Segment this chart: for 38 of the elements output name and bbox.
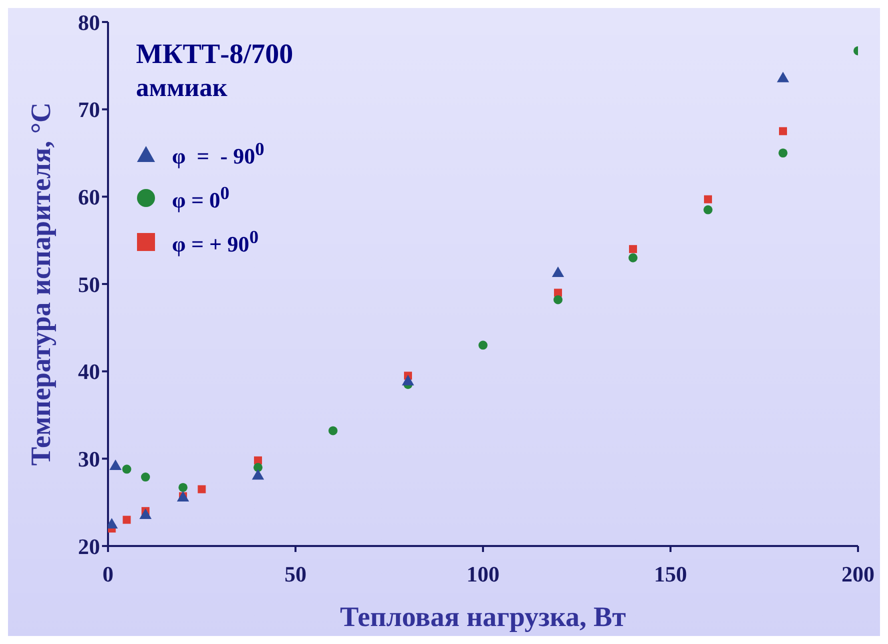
point bbox=[779, 127, 787, 136]
legend-label: φ = 0$^{0}$ bbox=[172, 182, 230, 214]
y-tick-label: 60 bbox=[78, 184, 100, 210]
point bbox=[552, 266, 564, 278]
x-tick-label: 0 bbox=[102, 562, 114, 587]
point bbox=[704, 195, 712, 204]
point bbox=[109, 460, 122, 470]
point bbox=[178, 482, 188, 492]
y-tick-label: 80 bbox=[78, 10, 100, 35]
point bbox=[703, 205, 713, 214]
point bbox=[122, 464, 132, 474]
x-tick-label: 100 bbox=[466, 562, 500, 587]
y-tick-label: 20 bbox=[78, 534, 100, 559]
point bbox=[122, 516, 131, 524]
legend-label: φ = + 90$^{0}$ bbox=[172, 226, 258, 258]
y-tick-label: 70 bbox=[78, 97, 100, 122]
text: аммиак bbox=[136, 72, 228, 103]
point bbox=[253, 462, 263, 472]
y-tick-label: 30 bbox=[78, 446, 100, 472]
x-tick-label: 200 bbox=[842, 562, 874, 587]
point bbox=[252, 469, 264, 480]
point bbox=[778, 148, 788, 158]
point bbox=[198, 485, 206, 494]
point bbox=[554, 288, 562, 297]
point bbox=[628, 253, 638, 262]
point bbox=[629, 245, 637, 254]
y-tick-label: 40 bbox=[78, 359, 100, 384]
point bbox=[328, 426, 338, 436]
y-axis-title: Температура испарителя, °С bbox=[26, 102, 57, 466]
x-tick-label: 50 bbox=[284, 562, 306, 587]
point bbox=[140, 472, 150, 482]
point bbox=[553, 295, 563, 304]
x-axis-title: Тепловая нагрузка, Вт bbox=[340, 602, 626, 633]
x-tick-label: 150 bbox=[654, 562, 687, 587]
point bbox=[478, 340, 488, 350]
y-tick-label: 50 bbox=[78, 272, 100, 297]
text: МКТТ-8/700 bbox=[136, 38, 294, 72]
legend-label: φ = - 90$^{0}$ bbox=[172, 138, 264, 170]
